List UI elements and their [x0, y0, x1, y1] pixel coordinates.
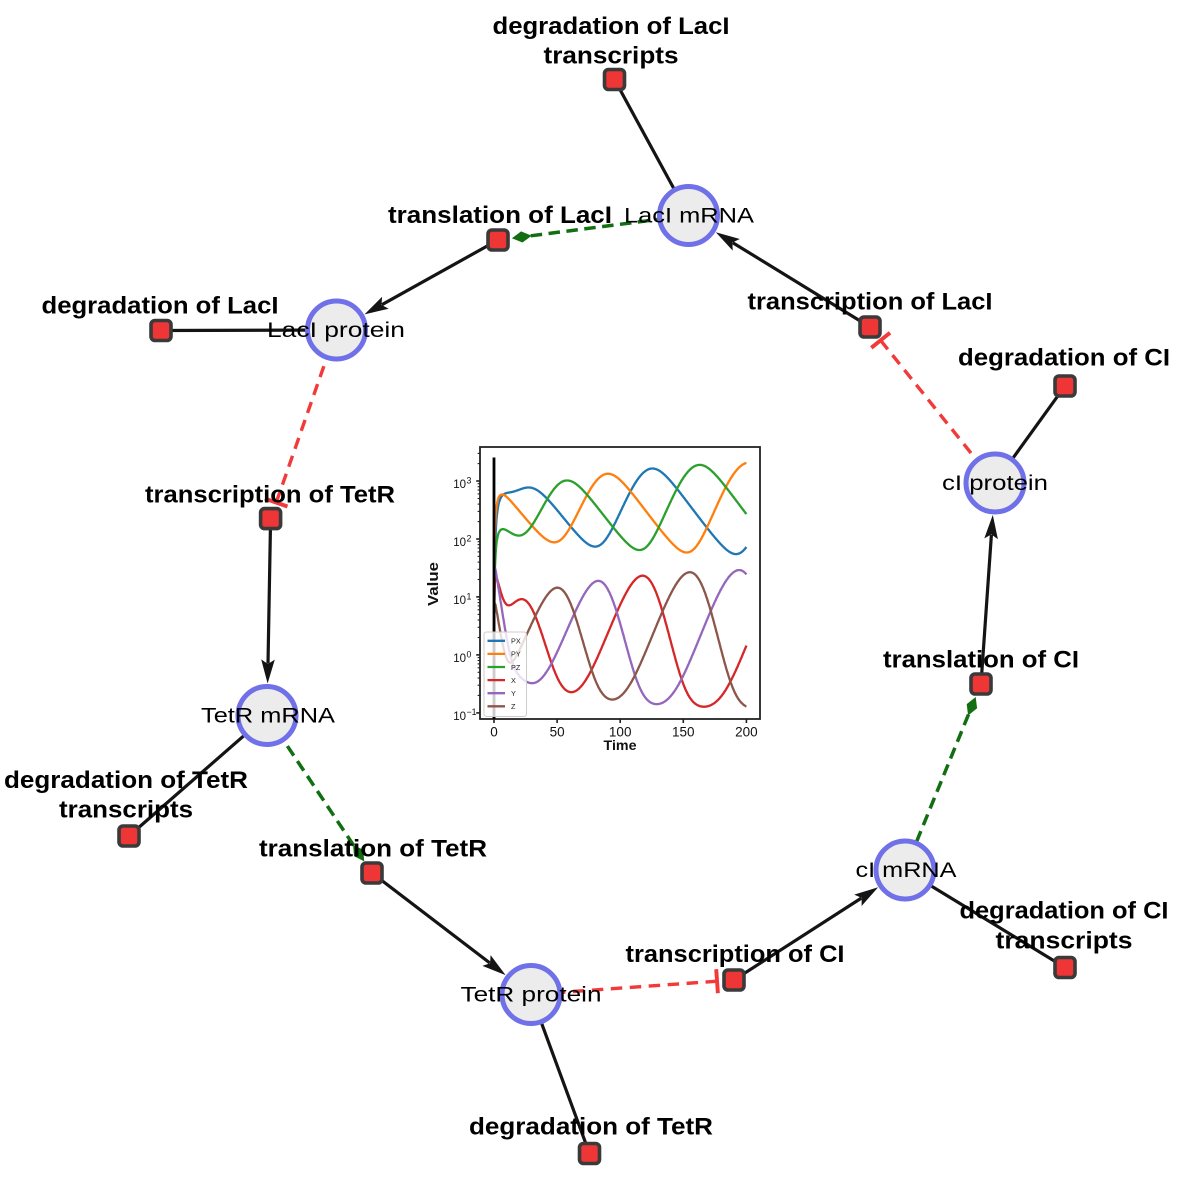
svg-text:50: 50: [550, 725, 565, 740]
svg-text:degradation of LacI: degradation of LacI: [493, 13, 730, 40]
svg-text:150: 150: [672, 725, 695, 740]
svg-text:degradation of CI: degradation of CI: [960, 898, 1169, 925]
svg-text:transcripts: transcripts: [996, 928, 1133, 955]
svg-text:LacI mRNA: LacI mRNA: [624, 205, 754, 228]
svg-text:10: 10: [453, 537, 466, 549]
svg-text:translation of LacI: translation of LacI: [388, 202, 612, 229]
svg-text:100: 100: [609, 725, 632, 740]
svg-text:PZ: PZ: [511, 663, 521, 672]
svg-text:transcription of LacI: transcription of LacI: [748, 289, 993, 316]
svg-text:degradation of CI: degradation of CI: [958, 345, 1170, 372]
svg-text:TetR protein: TetR protein: [461, 984, 602, 1007]
svg-text:translation of CI: translation of CI: [883, 647, 1079, 674]
svg-text:degradation of TetR: degradation of TetR: [469, 1114, 713, 1141]
svg-text:−1: −1: [467, 707, 477, 717]
svg-text:translation of TetR: translation of TetR: [259, 836, 487, 863]
svg-text:PX: PX: [511, 637, 521, 646]
svg-text:transcription of TetR: transcription of TetR: [145, 482, 395, 509]
svg-text:degradation of LacI: degradation of LacI: [42, 293, 279, 320]
svg-text:Time: Time: [604, 737, 637, 753]
svg-text:degradation of TetR: degradation of TetR: [4, 767, 248, 794]
svg-text:PY: PY: [511, 650, 521, 659]
svg-text:Value: Value: [426, 562, 442, 606]
svg-text:10: 10: [453, 479, 466, 491]
svg-text:Y: Y: [511, 689, 516, 698]
svg-text:1: 1: [467, 591, 472, 601]
svg-text:0: 0: [490, 725, 498, 740]
svg-text:3: 3: [467, 475, 472, 485]
svg-text:transcripts: transcripts: [59, 797, 193, 824]
svg-text:transcription of CI: transcription of CI: [626, 941, 845, 968]
svg-text:X: X: [511, 676, 516, 685]
svg-text:transcripts: transcripts: [544, 43, 679, 70]
svg-text:2: 2: [467, 533, 472, 543]
svg-text:Z: Z: [511, 702, 516, 711]
svg-text:LacI protein: LacI protein: [267, 319, 405, 342]
svg-text:10: 10: [453, 711, 466, 723]
svg-text:10: 10: [453, 595, 466, 607]
svg-text:200: 200: [735, 725, 758, 740]
svg-text:0: 0: [467, 649, 472, 659]
svg-text:TetR mRNA: TetR mRNA: [201, 705, 335, 728]
svg-text:10: 10: [453, 653, 466, 665]
svg-text:cI protein: cI protein: [942, 472, 1048, 495]
svg-text:cI mRNA: cI mRNA: [856, 859, 957, 882]
